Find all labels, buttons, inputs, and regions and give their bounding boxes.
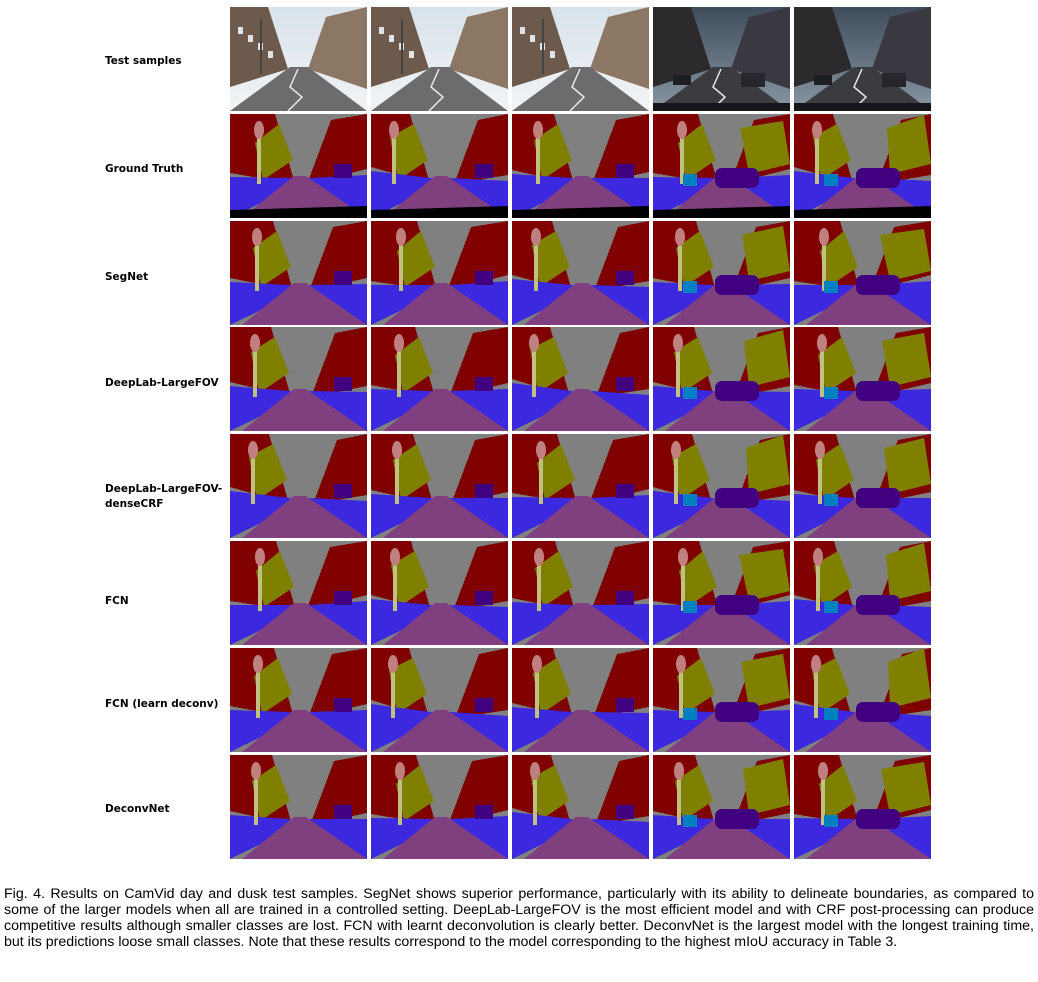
deeplab-segmentation-2 [371,327,508,431]
fcn-segmentation-4 [653,541,790,645]
deeplabcrf-segmentation-2 [371,434,508,538]
deconvnet-segmentation-2 [371,755,508,859]
row-label-deeplab: DeepLab-LargeFOV [105,377,219,389]
deeplabcrf-segmentation-3 [512,434,649,538]
row-label-fcnld: FCN (learn deconv) [105,698,219,710]
deconvnet-segmentation-1 [230,755,367,859]
segnet-segmentation-4 [653,221,790,325]
fcnld-segmentation-1 [230,648,367,752]
row-label-gt: Ground Truth [105,163,184,175]
gt-segmentation-4 [653,114,790,218]
row-label-deeplabcrf: DeepLab-LargeFOV-denseCRF [105,483,223,510]
deconvnet-segmentation-4 [653,755,790,859]
test-image-3 [512,7,649,111]
deeplabcrf-segmentation-1 [230,434,367,538]
test-image-1 [230,7,367,111]
fcn-segmentation-5 [794,541,931,645]
row-label-segnet: SegNet [105,271,149,283]
deeplab-segmentation-1 [230,327,367,431]
gt-segmentation-5 [794,114,931,218]
deeplabcrf-segmentation-5 [794,434,931,538]
deconvnet-segmentation-3 [512,755,649,859]
figure-caption: Fig. 4. Results on CamVid day and dusk t… [4,886,1034,950]
fcnld-segmentation-2 [371,648,508,752]
gt-segmentation-2 [371,114,508,218]
fcn-segmentation-2 [371,541,508,645]
row-label-deconvnet: DeconvNet [105,803,170,815]
test-image-5 [794,7,931,111]
row-label-test: Test samples [105,55,182,67]
deeplabcrf-segmentation-4 [653,434,790,538]
fcn-segmentation-1 [230,541,367,645]
deeplab-segmentation-3 [512,327,649,431]
fcnld-segmentation-4 [653,648,790,752]
segnet-segmentation-1 [230,221,367,325]
test-image-2 [371,7,508,111]
gt-segmentation-3 [512,114,649,218]
fcnld-segmentation-3 [512,648,649,752]
segnet-segmentation-3 [512,221,649,325]
fcn-segmentation-3 [512,541,649,645]
test-image-4 [653,7,790,111]
segnet-segmentation-2 [371,221,508,325]
segnet-segmentation-5 [794,221,931,325]
fcnld-segmentation-5 [794,648,931,752]
deeplab-segmentation-4 [653,327,790,431]
deeplab-segmentation-5 [794,327,931,431]
row-label-fcn: FCN [105,595,129,607]
deconvnet-segmentation-5 [794,755,931,859]
gt-segmentation-1 [230,114,367,218]
